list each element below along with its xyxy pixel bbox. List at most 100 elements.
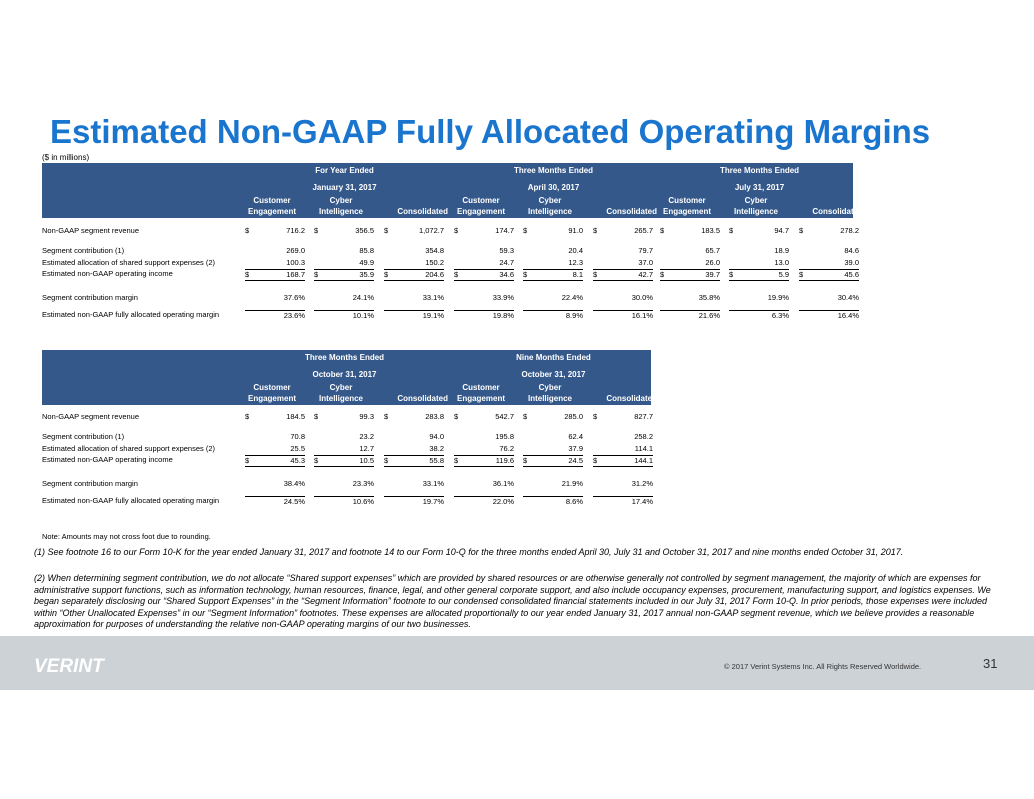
row-label: Segment contribution (1) [42,432,125,441]
table-cell: 354.8 [384,246,444,256]
cell-value: 100.3 [286,258,305,267]
table-cell: 94.0 [384,432,444,442]
cell-value: 85.8 [359,246,374,255]
currency-symbol: $ [314,226,319,235]
footnote-1: (1) See footnote 16 to our Form 10-K for… [34,547,904,557]
cell-value: 258.2 [634,432,653,441]
currency-symbol: $ [523,270,528,279]
cell-value: 8.6% [565,497,583,506]
cell-value: 150.2 [425,258,444,267]
period-date: January 31, 2017 [312,183,377,192]
table-cell: 22.4% [523,293,583,303]
cell-value: 183.5 [701,226,720,235]
cell-value: 59.3 [499,246,514,255]
row-label: Estimated allocation of shared support e… [42,258,216,267]
row-label: Estimated allocation of shared support e… [42,444,216,453]
table-cell: 13.0 [729,258,789,268]
page-title: Estimated Non-GAAP Fully Allocated Opera… [50,113,931,150]
period-title: Three Months Ended [304,353,385,362]
cell-value: 70.8 [290,432,305,441]
table-cell: $45.6 [799,269,859,281]
table-cell: $542.7 [454,412,514,422]
col-header-cyber-intelligence: Cyber Intelligence [733,196,778,216]
col-header-customer-engagement: Customer Engagement [247,383,296,403]
table-row: Segment contribution margin 37.6% 24.1% 33.… [42,293,859,303]
table-cell: 33.1% [384,293,444,303]
cell-value: 22.0% [492,497,514,506]
table-cell: 16.4% [799,310,859,321]
currency-symbol: $ [245,270,250,279]
currency-symbol: $ [660,226,665,235]
cell-value: 356.5 [355,226,374,235]
table-cell: 37.0 [593,258,653,268]
table-row: Non-GAAP segment revenue $716.2 $356.5 $1,0… [42,226,859,236]
cell-value: 79.7 [638,246,653,255]
table-cell: 18.9 [729,246,789,256]
cell-value: 827.7 [634,412,653,421]
col-header-cyber-intelligence: Cyber Intelligence [318,196,363,216]
cell-value: 22.4% [561,293,583,302]
cell-value: 45.3 [290,456,305,465]
col-header-cyber-intelligence: Cyber Intelligence [527,383,572,403]
cell-value: 542.7 [495,412,514,421]
cell-value: 19.7% [422,497,444,506]
cell-value: 10.1% [352,311,374,320]
row-label: Estimated non-GAAP fully allocated opera… [42,496,220,505]
cell-value: 33.1% [422,293,444,302]
table-cell: $168.7 [245,269,305,281]
currency-symbol: $ [799,270,804,279]
table-cell: 16.1% [593,310,653,321]
table-cell: 8.9% [523,310,583,321]
table-cell: $99.3 [314,412,374,422]
cell-value: 19.8% [492,311,514,320]
period-title: Three Months Ended [513,166,594,175]
table-cell: $265.7 [593,226,653,236]
cell-value: 35.8% [698,293,720,302]
table-cell: 25.5 [245,444,305,454]
cell-value: 114.1 [634,444,653,453]
currency-symbol: $ [660,270,665,279]
table-header: For Year Ended January 31, 2017 Customer En… [42,163,863,218]
table-cell: $278.2 [799,226,859,236]
cell-value: 35.9 [359,270,374,279]
cell-value: 21.9% [561,479,583,488]
table-cell: 24.1% [314,293,374,303]
table-cell: 150.2 [384,258,444,268]
table-cell: 38.2 [384,444,444,454]
table-header: Three Months Ended October 31, 2017 Custom… [42,350,657,405]
table-cell: 26.0 [660,258,720,268]
cell-value: 24.7 [499,258,514,267]
cell-value: 204.6 [425,270,444,279]
table-cell: $204.6 [384,269,444,281]
table-cell: 12.7 [314,444,374,454]
col-header-cyber-intelligence: Cyber Intelligence [318,383,363,403]
table-cell: 85.8 [314,246,374,256]
cell-value: 24.5 [568,456,583,465]
currency-symbol: $ [799,226,804,235]
currency-symbol: $ [729,226,734,235]
table-cell: $5.9 [729,269,789,281]
currency-symbol: $ [593,226,598,235]
cell-value: 10.6% [352,497,374,506]
table-cell: 195.8 [454,432,514,442]
cell-value: 30.0% [631,293,653,302]
table-cell: $716.2 [245,226,305,236]
cell-value: 99.3 [359,412,374,421]
cell-value: 23.6% [283,311,305,320]
table-cell: $356.5 [314,226,374,236]
table-cell: 31.2% [593,479,653,489]
cell-value: 36.1% [492,479,514,488]
row-label: Segment contribution margin [42,479,138,488]
currency-symbol: $ [314,456,319,465]
cell-value: 45.6 [844,270,859,279]
col-header-customer-engagement: Customer Engagement [662,196,711,216]
currency-symbol: $ [454,412,459,421]
cell-value: 33.9% [492,293,514,302]
cell-value: 283.8 [425,412,444,421]
table-row: Segment contribution (1) 269.0 85.8 354.8 59… [42,246,859,256]
page-number: 31 [983,656,998,671]
table-cell: $10.5 [314,455,374,467]
cell-value: 65.7 [705,246,720,255]
table-cell: 30.0% [593,293,653,303]
currency-symbol: $ [523,456,528,465]
